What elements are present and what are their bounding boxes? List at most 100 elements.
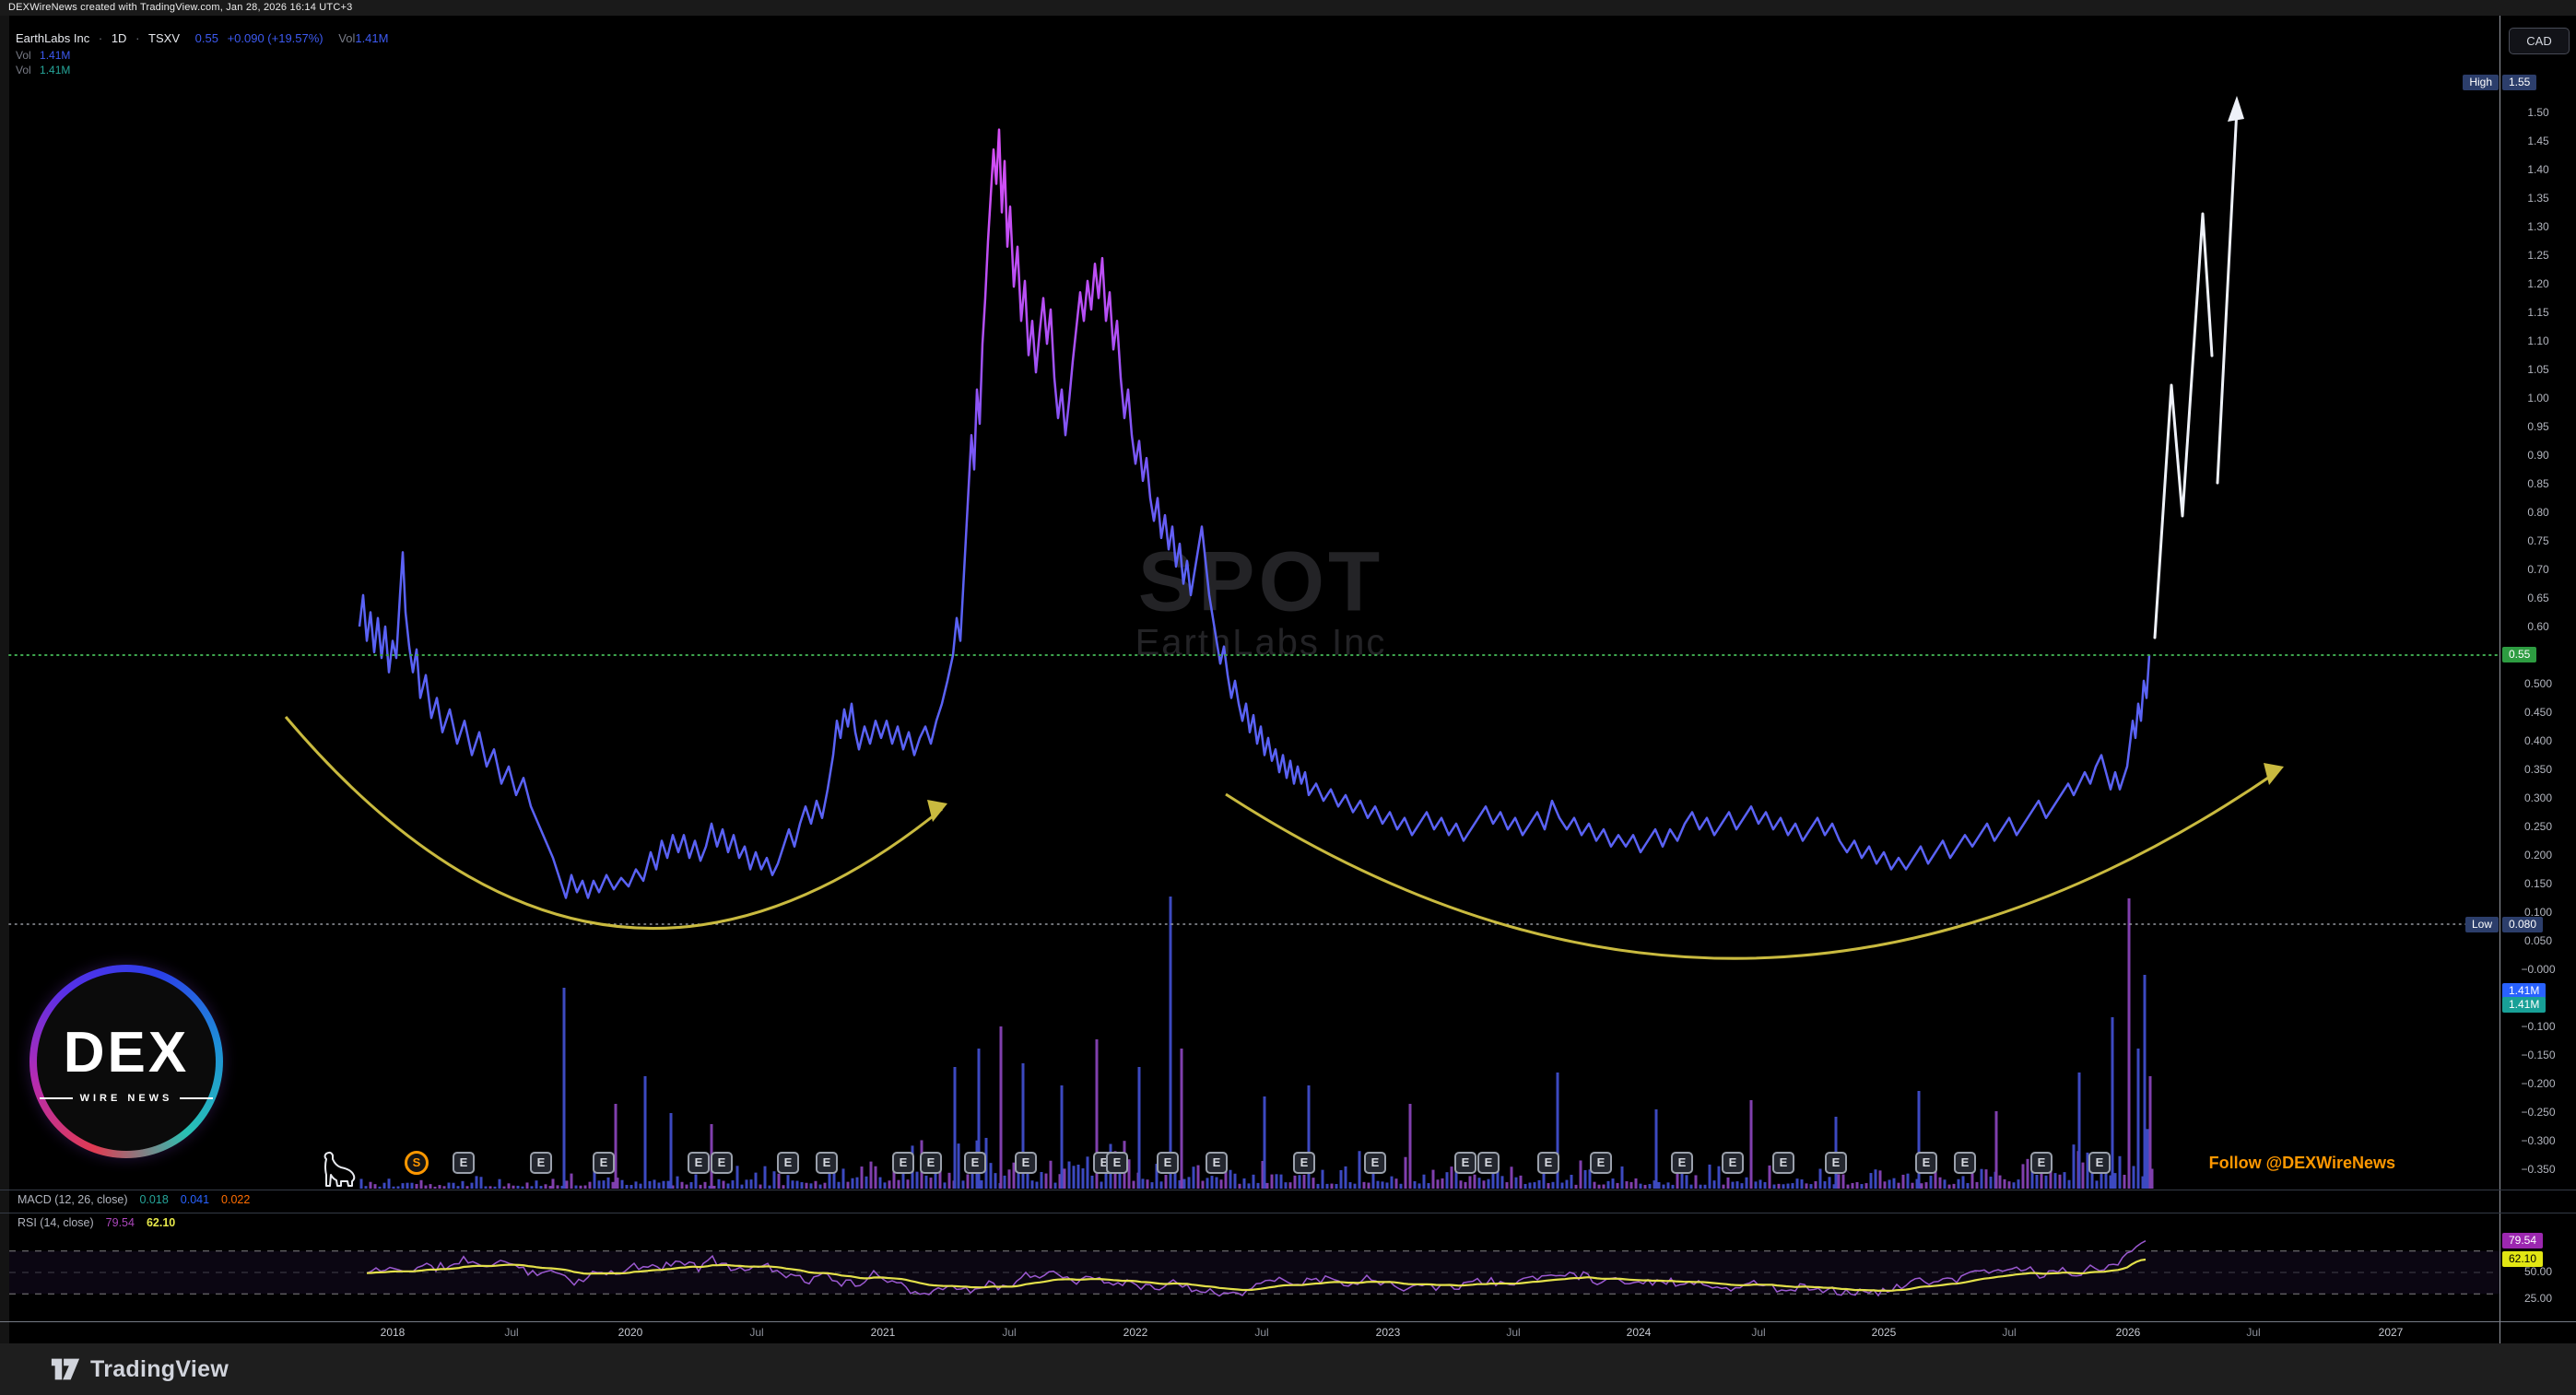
dex-logo-wordmark: DEX	[63, 1020, 190, 1084]
rsi-legend: RSI (14, close) 79.54 62.10	[18, 1216, 175, 1229]
axis-tick-label: −0.200	[2521, 1077, 2556, 1090]
follow-handle-text: Follow @DEXWireNews	[2208, 1154, 2395, 1172]
rsi-line	[366, 1240, 2147, 1297]
price-axis[interactable]: 1.50 1.45 1.40 1.35 1.30 1.25 1.20 1.15 1.10 1.05…	[2500, 16, 2576, 1343]
time-axis-label: 2018	[380, 1326, 406, 1339]
axis-tick-label: 1.20	[2527, 277, 2549, 290]
dex-wire-news-logo: DEX WIRE NEWS	[29, 965, 223, 1158]
tradingview-logo-icon	[51, 1358, 80, 1380]
axis-tick-label: 0.70	[2527, 563, 2549, 576]
tradingview-logo: TradingView	[50, 1356, 229, 1383]
currency-toggle-button[interactable]: CAD	[2509, 28, 2570, 54]
indicator-value: 62.10	[146, 1216, 176, 1229]
axis-tick-label: 0.500	[2523, 677, 2553, 690]
symbol-legend: EarthLabs Inc · 1D · TSXV 0.55 +0.090 (+…	[16, 31, 388, 78]
volume-2-value-badge: 1.41M	[2502, 997, 2547, 1013]
axis-tick-label: 1.15	[2527, 306, 2549, 319]
axis-tick-label: 1.30	[2527, 220, 2549, 233]
projection-arrowhead	[2228, 96, 2244, 122]
axis-tick-label: 0.450	[2523, 706, 2553, 719]
dex-logo-inner: DEX WIRE NEWS	[37, 972, 216, 1151]
last-price-value-badge: 0.55	[2502, 647, 2537, 662]
axis-tick-label: −0.000	[2521, 963, 2556, 976]
indicator-name: MACD (12, 26, close)	[18, 1193, 128, 1206]
projection-zigzag-drawing	[2153, 212, 2214, 639]
indicator-value: 0.041	[180, 1193, 210, 1206]
time-axis-border	[0, 1321, 2576, 1322]
time-axis-label: 2025	[1871, 1326, 1897, 1339]
axis-tick-label: −0.250	[2521, 1106, 2556, 1119]
axis-tick-label: 0.050	[2523, 934, 2553, 947]
time-axis-label: Jul	[2246, 1326, 2261, 1339]
axis-tick-label: 50.00	[2523, 1265, 2553, 1278]
volume-value: 1.41M	[40, 49, 71, 62]
volume-label: Vol	[16, 64, 31, 76]
axis-tick-label: 0.350	[2523, 763, 2553, 776]
axis-tick-label: 25.00	[2523, 1292, 2553, 1305]
axis-tick-label: 1.05	[2527, 363, 2549, 376]
tradingview-wordmark: TradingView	[90, 1355, 229, 1382]
axis-tick-label: 0.100	[2523, 906, 2553, 919]
range-high-label: High	[2463, 75, 2499, 90]
axis-tick-label: −0.150	[2521, 1049, 2556, 1061]
trend-arc-drawing	[284, 716, 943, 930]
axis-tick-label: 0.65	[2527, 592, 2549, 604]
axis-tick-label: 0.400	[2523, 734, 2553, 747]
axis-tick-label: 0.200	[2523, 849, 2553, 862]
axis-tick-label: 1.35	[2527, 192, 2549, 205]
trend-arc-drawing	[1225, 770, 2277, 960]
time-axis-label: 2020	[618, 1326, 643, 1339]
range-high-value-badge: 1.55	[2502, 75, 2537, 90]
symbol-name: EarthLabs Inc	[16, 31, 90, 45]
indicator-value: 0.018	[139, 1193, 169, 1206]
range-low-label: Low	[2464, 917, 2499, 932]
macd-legend: MACD (12, 26, close) 0.018 0.041 0.022	[18, 1193, 250, 1206]
time-axis-label: Jul	[1506, 1326, 1521, 1339]
time-axis-label: Jul	[504, 1326, 519, 1339]
volume-value: 1.41M	[40, 64, 71, 76]
volume-value: 1.41M	[355, 31, 389, 45]
axis-tick-label: 1.45	[2527, 135, 2549, 147]
axis-tick-label: 1.10	[2527, 334, 2549, 347]
axis-tick-label: 0.80	[2527, 506, 2549, 519]
volume-1-value-badge: 1.41M	[2502, 983, 2547, 999]
legend-row-main: EarthLabs Inc · 1D · TSXV 0.55 +0.090 (+…	[16, 31, 389, 45]
rsi-ma-value-badge: 62.10	[2502, 1251, 2544, 1267]
indicator-name: RSI (14, close)	[18, 1216, 94, 1229]
axis-tick-label: 0.75	[2527, 534, 2549, 547]
axis-tick-label: 0.250	[2523, 820, 2553, 833]
volume-label: Vol	[16, 49, 31, 62]
price-line-series	[358, 128, 2151, 899]
axis-tick-label: 1.00	[2527, 392, 2549, 404]
axis-tick-label: 1.25	[2527, 249, 2549, 262]
time-axis-label: 2021	[870, 1326, 896, 1339]
time-axis-label: 2026	[2115, 1326, 2141, 1339]
time-axis-label: Jul	[2002, 1326, 2017, 1339]
time-axis[interactable]: 2018 Jul 2020 Jul 2021 Jul 2022 Jul 2023 Jul 2024 J…	[0, 1322, 2500, 1343]
axis-tick-label: −0.350	[2521, 1163, 2556, 1176]
axis-tick-label: 0.300	[2523, 791, 2553, 804]
footer-bar: TradingView	[0, 1343, 2576, 1395]
axis-tick-label: −0.100	[2521, 1020, 2556, 1033]
range-low-value-badge: 0.080	[2502, 917, 2544, 932]
axis-tick-label: −0.300	[2521, 1134, 2556, 1147]
axis-tick-label: 0.90	[2527, 449, 2549, 462]
axis-tick-label: 0.85	[2527, 477, 2549, 490]
indicator-value: 0.022	[221, 1193, 251, 1206]
price-change-value: +0.090 (+19.57%)	[227, 31, 323, 45]
exchange-label: TSXV	[148, 31, 180, 45]
left-gutter	[0, 16, 9, 1343]
time-axis-label: Jul	[1751, 1326, 1766, 1339]
dex-logo-subtitle: WIRE NEWS	[40, 1093, 214, 1104]
rsi-ma-line	[366, 1258, 2147, 1293]
volume-indicator-row-2: Vol 1.41M	[16, 64, 388, 78]
trend-arc-arrowhead	[927, 800, 947, 822]
projection-arrow-line	[2216, 107, 2239, 485]
volume-label: Vol	[338, 31, 356, 45]
axis-tick-label: 0.150	[2523, 877, 2553, 890]
volume-bars	[359, 897, 2154, 1189]
last-price-value: 0.55	[194, 31, 218, 45]
time-axis-label: Jul	[1002, 1326, 1017, 1339]
